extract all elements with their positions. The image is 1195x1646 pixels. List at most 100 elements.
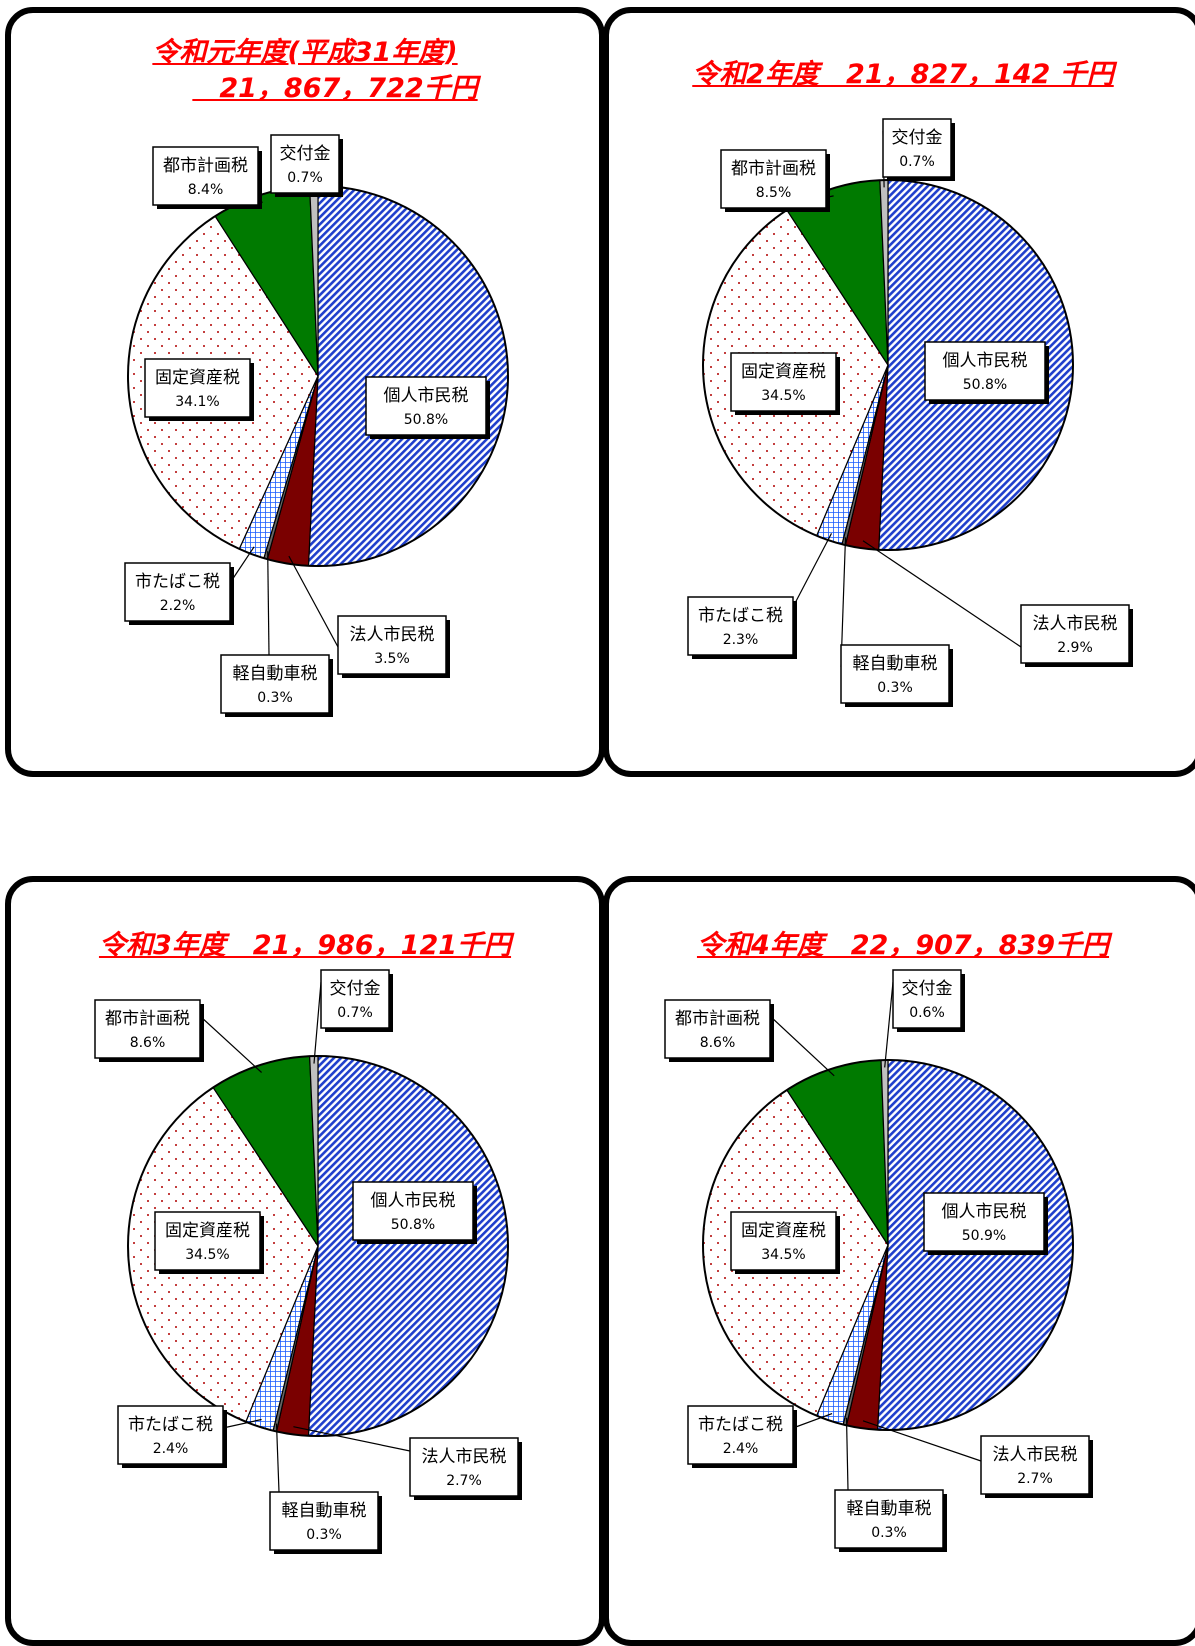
pie-chart: 個人市民税 50.8% 法人市民税 2.7% 軽自動車税 0.3% 市たばこ税 2.4% 固定資… xyxy=(94,969,522,1554)
slice-label-name: 交付金 xyxy=(902,979,953,999)
slice-label-percent: 0.6% xyxy=(909,1005,945,1021)
slice-label-name: 個人市民税 xyxy=(942,1202,1027,1222)
slice-label-percent: 2.4% xyxy=(153,1441,189,1457)
leader-line-2 xyxy=(845,1417,849,1491)
pie-chart: 個人市民税 50.8% 法人市民税 2.9% 軽自動車税 0.3% 市たばこ税 2.3% 固定資… xyxy=(687,118,1133,707)
slice-label-6: 交付金 0.7% xyxy=(270,134,343,197)
slice-label-name: 都市計画税 xyxy=(675,1009,760,1029)
slice-label-name: 個人市民税 xyxy=(384,386,469,406)
leader-line-5 xyxy=(769,1015,835,1077)
slice-label-0: 個人市民税 50.8% xyxy=(352,1181,477,1244)
slice-label-percent: 50.9% xyxy=(962,1228,1006,1244)
slice-label-2: 軽自動車税 0.3% xyxy=(269,1491,382,1554)
chart-title-line-2: 21，867，722千円 xyxy=(192,73,478,104)
slice-label-percent: 50.8% xyxy=(404,412,448,428)
slice-label-name: 軽自動車税 xyxy=(847,1499,932,1519)
slice-label-5: 都市計画税 8.4% xyxy=(152,146,262,209)
slice-label-name: 法人市民税 xyxy=(1033,614,1118,634)
slice-label-name: 軽自動車税 xyxy=(282,1501,367,1521)
slice-label-percent: 2.4% xyxy=(723,1441,759,1457)
slice-label-3: 市たばこ税 2.4% xyxy=(687,1405,797,1468)
slice-label-name: 法人市民税 xyxy=(422,1447,507,1467)
chart-panel-reiwa3: 令和3年度 21，986，121千円 個人市民税 50.8% 法人市民税 2.7% 軽自… xyxy=(5,876,605,1646)
slice-label-percent: 34.5% xyxy=(185,1247,229,1263)
chart-panel-reiwa1: 令和元年度(平成31年度) 21，867，722千円 個人市民税 50.8% 法人市… xyxy=(5,7,605,777)
slice-label-name: 市たばこ税 xyxy=(698,606,783,626)
slice-label-3: 市たばこ税 2.2% xyxy=(124,562,234,625)
slice-label-percent: 0.3% xyxy=(877,680,913,696)
slice-label-6: 交付金 0.6% xyxy=(892,969,965,1032)
slice-label-4: 固定資産税 34.5% xyxy=(730,352,840,415)
slice-label-percent: 0.3% xyxy=(257,690,293,706)
chart-title-line-1: 令和元年度(平成31年度) xyxy=(152,37,458,68)
slice-label-percent: 3.5% xyxy=(374,651,410,667)
slice-label-name: 交付金 xyxy=(280,144,331,164)
chart-title-line-1: 令和3年度 21，986，121千円 xyxy=(98,930,512,961)
slice-label-1: 法人市民税 2.9% xyxy=(1020,604,1133,667)
slice-label-2: 軽自動車税 0.3% xyxy=(840,644,953,707)
slice-label-percent: 0.7% xyxy=(337,1005,373,1021)
slice-label-percent: 34.5% xyxy=(761,388,805,404)
pie-outline xyxy=(702,1059,1074,1431)
slice-label-percent: 0.3% xyxy=(871,1525,907,1541)
slice-label-4: 固定資産税 34.1% xyxy=(144,358,254,421)
slice-label-name: 交付金 xyxy=(892,128,943,148)
slice-label-percent: 8.4% xyxy=(188,182,224,198)
leader-line-1 xyxy=(293,1426,411,1452)
slice-label-4: 固定資産税 34.5% xyxy=(154,1211,264,1274)
slice-label-name: 市たばこ税 xyxy=(135,572,220,592)
slice-label-1: 法人市民税 2.7% xyxy=(409,1437,522,1500)
slice-label-5: 都市計画税 8.6% xyxy=(94,999,204,1062)
chart-title-line-1: 令和4年度 22，907，839千円 xyxy=(696,930,1110,961)
leader-line-3 xyxy=(792,1413,833,1429)
slice-label-name: 固定資産税 xyxy=(741,362,826,382)
leader-line-3 xyxy=(792,533,833,608)
chart-title: 令和2年度 21，827，142 千円 xyxy=(603,57,1195,93)
pie-slice-0 xyxy=(307,185,509,567)
slice-label-percent: 2.2% xyxy=(160,598,196,614)
leader-line-6 xyxy=(313,981,322,1064)
slice-label-name: 個人市民税 xyxy=(371,1191,456,1211)
slice-label-name: 法人市民税 xyxy=(993,1445,1078,1465)
chart-panel-reiwa4: 令和4年度 22，907，839千円 個人市民税 50.9% 法人市民税 2.7% 軽自… xyxy=(603,876,1195,1646)
pie-chart: 個人市民税 50.8% 法人市民税 3.5% 軽自動車税 0.3% 市たばこ税 2.2% 固定資… xyxy=(124,134,509,717)
slice-label-percent: 2.7% xyxy=(446,1473,482,1489)
slice-label-4: 固定資産税 34.5% xyxy=(730,1211,840,1274)
slice-label-1: 法人市民税 3.5% xyxy=(337,615,450,678)
slice-label-percent: 0.3% xyxy=(306,1527,342,1543)
slice-label-6: 交付金 0.7% xyxy=(882,118,955,181)
slice-label-5: 都市計画税 8.6% xyxy=(664,999,774,1062)
leader-line-1 xyxy=(288,555,339,648)
slice-label-percent: 0.7% xyxy=(287,170,323,186)
slice-label-percent: 50.8% xyxy=(963,377,1007,393)
slice-label-percent: 34.1% xyxy=(175,394,219,410)
slice-label-name: 交付金 xyxy=(330,979,381,999)
slice-label-5: 都市計画税 8.5% xyxy=(720,149,830,212)
chart-title: 令和3年度 21，986，121千円 xyxy=(5,928,605,964)
slice-label-name: 都市計画税 xyxy=(163,156,248,176)
slice-label-percent: 2.7% xyxy=(1017,1471,1053,1487)
chart-title: 令和4年度 22，907，839千円 xyxy=(603,928,1195,964)
slice-label-percent: 34.5% xyxy=(761,1247,805,1263)
slice-label-name: 軽自動車税 xyxy=(853,654,938,674)
leader-line-6 xyxy=(884,981,894,1068)
pie-slice-0 xyxy=(307,1055,509,1437)
leader-line-2 xyxy=(275,1423,280,1493)
slice-label-3: 市たばこ税 2.3% xyxy=(687,596,797,659)
slice-label-3: 市たばこ税 2.4% xyxy=(117,1405,227,1468)
slice-label-name: 固定資産税 xyxy=(165,1221,250,1241)
slice-label-name: 都市計画税 xyxy=(731,159,816,179)
slice-label-percent: 2.9% xyxy=(1057,640,1093,656)
slice-label-percent: 8.5% xyxy=(756,185,792,201)
slice-label-6: 交付金 0.7% xyxy=(320,969,393,1032)
slice-label-name: 個人市民税 xyxy=(943,351,1028,371)
slice-label-0: 個人市民税 50.8% xyxy=(365,376,490,439)
slice-label-2: 軽自動車税 0.3% xyxy=(220,654,333,717)
leader-line-5 xyxy=(199,1015,263,1073)
slice-label-name: 市たばこ税 xyxy=(698,1415,783,1435)
leader-line-3 xyxy=(222,1418,262,1429)
leader-line-1 xyxy=(862,540,1022,648)
slice-label-0: 個人市民税 50.8% xyxy=(924,341,1049,404)
slice-label-name: 軽自動車税 xyxy=(233,664,318,684)
pie-outline xyxy=(127,1055,509,1437)
